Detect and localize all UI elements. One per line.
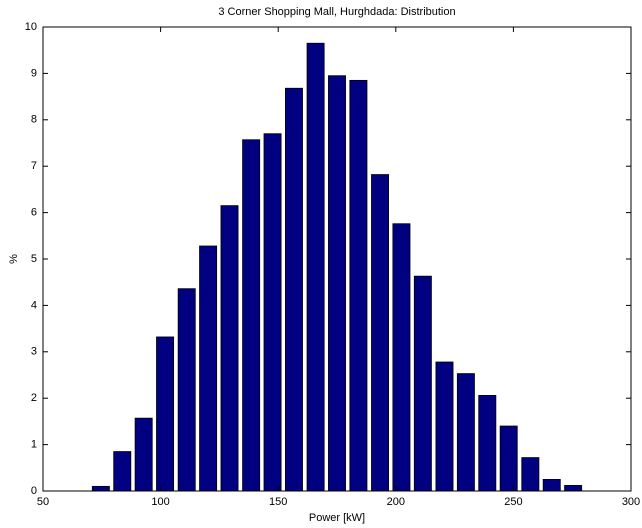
x-tick-label: 200 [387, 496, 405, 508]
y-axis-label: % [8, 254, 20, 264]
bar [177, 288, 196, 492]
y-tick-label: 8 [31, 114, 37, 126]
bar [564, 485, 583, 492]
y-tick-label: 4 [31, 299, 37, 311]
chart-title: 3 Corner Shopping Mall, Hurghdada: Distr… [218, 6, 455, 18]
bar [392, 223, 411, 492]
x-tick-label: 250 [504, 496, 522, 508]
bar [371, 174, 390, 492]
x-tick-label: 300 [622, 496, 640, 508]
bar [542, 478, 561, 492]
bar [91, 485, 110, 492]
x-axis-label: Power [kW] [309, 512, 365, 524]
bar [284, 87, 303, 492]
bar [263, 133, 282, 492]
bar [306, 42, 325, 492]
bar [499, 425, 518, 492]
bar [156, 336, 175, 492]
y-tick-label: 9 [31, 67, 37, 79]
y-tick-label: 10 [25, 21, 37, 33]
x-tick-label: 50 [37, 496, 49, 508]
bar [199, 245, 218, 492]
bar [328, 75, 346, 492]
bar [478, 395, 497, 492]
y-tick-label: 6 [31, 207, 37, 219]
y-tick-label: 1 [31, 439, 37, 451]
bar [349, 79, 368, 492]
y-tick-label: 7 [31, 160, 37, 172]
bar [413, 275, 432, 492]
bar [220, 205, 239, 492]
y-tick-label: 5 [31, 253, 37, 265]
y-tick-label: 3 [31, 346, 37, 358]
bar [521, 457, 540, 492]
y-tick-label: 0 [31, 485, 37, 497]
x-tick-label: 150 [269, 496, 287, 508]
bar [113, 451, 132, 492]
bar [134, 417, 153, 492]
y-tick-label: 2 [31, 392, 37, 404]
bar [435, 361, 454, 492]
x-tick-label: 100 [151, 496, 169, 508]
bar [456, 373, 475, 492]
bar [242, 139, 261, 492]
